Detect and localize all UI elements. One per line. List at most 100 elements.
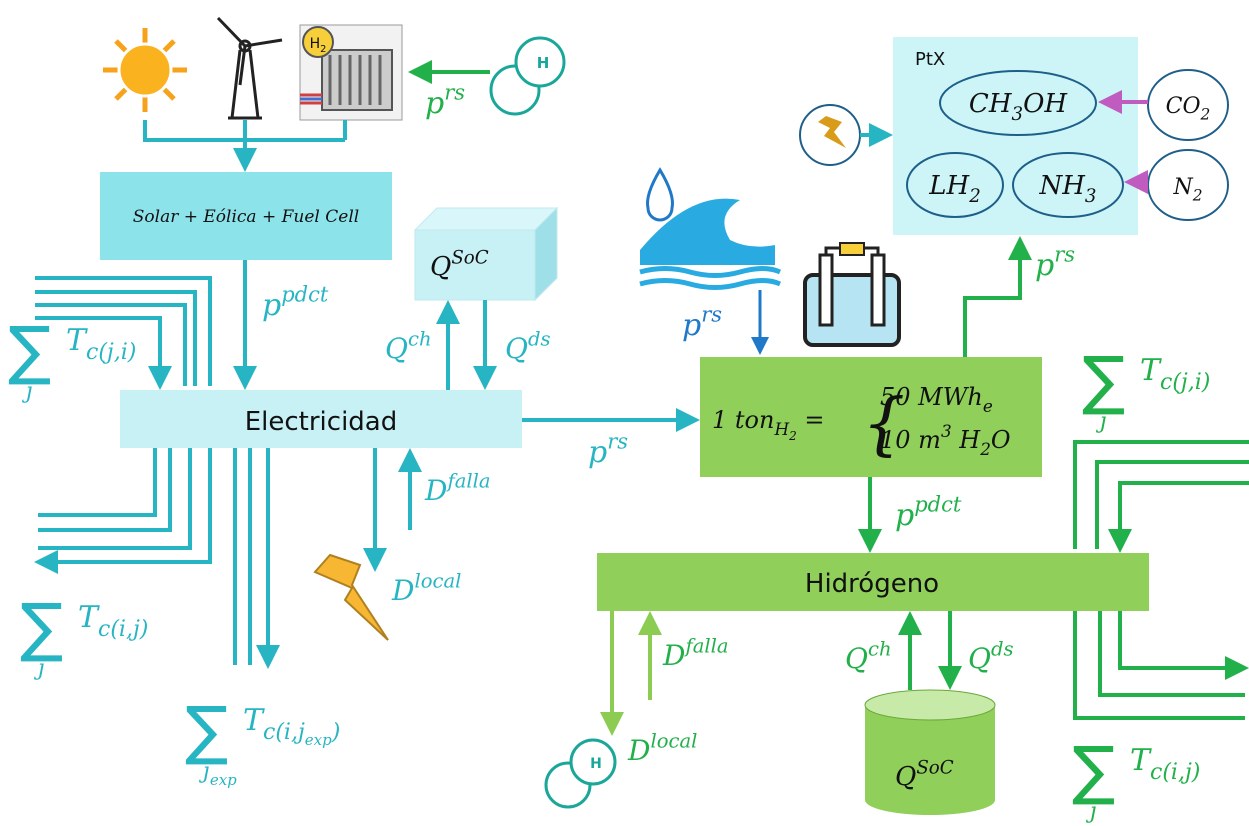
math-label: Dlocal bbox=[391, 569, 461, 607]
label-part: 50 MWh bbox=[880, 383, 983, 411]
import-arrows bbox=[1075, 442, 1249, 549]
label-part: c(i,j bbox=[263, 720, 305, 745]
label-part: p bbox=[1035, 248, 1054, 283]
label-part: exp bbox=[210, 771, 237, 789]
label-part: NH bbox=[1038, 171, 1086, 201]
lightning-icon bbox=[315, 555, 388, 640]
label: ∑ bbox=[20, 591, 63, 665]
label-part: ) bbox=[331, 720, 341, 745]
label-part: SoC bbox=[916, 757, 953, 778]
label: Hidrógeno bbox=[805, 569, 939, 599]
label-part: ch bbox=[868, 637, 892, 660]
label-part: rs bbox=[701, 303, 722, 327]
label-part: D bbox=[627, 734, 650, 767]
math-label: Qds bbox=[505, 327, 551, 365]
label-part: H bbox=[952, 426, 982, 454]
label-part: ds bbox=[528, 327, 551, 350]
label-part: pdct bbox=[914, 493, 962, 517]
label: ∑ bbox=[1072, 734, 1115, 808]
label-part: T bbox=[66, 323, 88, 358]
sum-term: Tc(j,i) bbox=[66, 323, 136, 365]
label-part: 10 m bbox=[880, 426, 941, 454]
label: PtX bbox=[915, 49, 945, 70]
label-part: 3 bbox=[1012, 104, 1024, 125]
label-part: D bbox=[424, 474, 447, 507]
electrolyzer-icon bbox=[784, 237, 920, 350]
label-part: T bbox=[1140, 353, 1162, 388]
wind-icon bbox=[218, 18, 282, 118]
label-part: 2 bbox=[1200, 106, 1211, 124]
label: ∑ bbox=[8, 314, 51, 388]
label-part: p bbox=[895, 498, 914, 533]
label-part: 2 bbox=[979, 439, 991, 459]
label-part: Q bbox=[505, 332, 528, 365]
math-label: prs bbox=[682, 303, 722, 344]
diagram: H2HHprsSolar + Eólica + Fuel CellppdctQS… bbox=[0, 0, 1249, 826]
label-part: OH bbox=[1023, 89, 1068, 119]
label: H bbox=[537, 54, 550, 72]
export-arrows bbox=[1075, 611, 1245, 718]
sum-term: Tc(j,i) bbox=[1140, 353, 1210, 395]
label-part: p bbox=[262, 288, 281, 323]
label-part: T bbox=[243, 703, 265, 738]
label-part: T bbox=[1130, 743, 1152, 778]
page: H2HHprsSolar + Eólica + Fuel CellppdctQS… bbox=[0, 0, 1249, 826]
math-label: Qch bbox=[845, 637, 892, 675]
label-part: c(j,i) bbox=[86, 340, 136, 365]
label-part: D bbox=[662, 639, 685, 672]
label-part: Q bbox=[968, 642, 991, 675]
sun-icon bbox=[103, 28, 187, 112]
storage-tank bbox=[865, 690, 995, 815]
external-export-arrows bbox=[235, 448, 268, 665]
label-part: SoC bbox=[451, 247, 488, 268]
label-part: H bbox=[310, 36, 321, 52]
label: Electricidad bbox=[245, 407, 398, 437]
import-arrows bbox=[35, 278, 210, 386]
math-label: prs bbox=[588, 430, 628, 471]
label-part: D bbox=[391, 574, 414, 607]
label-part: H bbox=[773, 419, 789, 439]
label-part: ch bbox=[408, 327, 432, 350]
label-part: c(i,j) bbox=[1150, 760, 1200, 785]
label-part: O bbox=[991, 426, 1011, 454]
label-part: Q bbox=[845, 642, 868, 675]
label-part: 2 bbox=[1192, 187, 1203, 205]
sum-term: Tc(i,j) bbox=[78, 600, 148, 642]
label-part: CO bbox=[1166, 94, 1201, 119]
math-label: Dfalla bbox=[662, 634, 729, 672]
label: ∑ bbox=[185, 694, 228, 768]
label-part: 1 ton bbox=[712, 406, 774, 434]
label-part: 2 bbox=[788, 429, 797, 443]
math-label: ppdct bbox=[895, 493, 962, 534]
water-icon bbox=[640, 170, 780, 288]
label-part: 3 bbox=[1085, 186, 1097, 207]
label-part: p bbox=[588, 435, 607, 470]
h2-molecule-icon bbox=[491, 38, 564, 114]
label-part: falla bbox=[445, 469, 490, 492]
label-part: local bbox=[414, 569, 461, 592]
math-label: Dlocal bbox=[627, 729, 697, 767]
h2-molecule-icon bbox=[546, 740, 615, 807]
label-part: falla bbox=[683, 634, 728, 657]
label-part: c(j,i) bbox=[1160, 370, 1210, 395]
label-part: Q bbox=[430, 252, 451, 282]
label-part: N bbox=[1172, 175, 1193, 200]
label-part: rs bbox=[607, 430, 628, 454]
sum-term: Tc(i,j) bbox=[1130, 743, 1200, 785]
label-part: pdct bbox=[281, 283, 329, 307]
math-label: prs bbox=[425, 81, 465, 122]
math-label: Dfalla bbox=[424, 469, 491, 507]
label-part: LH bbox=[928, 171, 970, 201]
label-part: c(i,j) bbox=[98, 617, 148, 642]
label-part: rs bbox=[444, 81, 465, 105]
label: ∑ bbox=[1082, 344, 1125, 418]
label-part: local bbox=[650, 729, 697, 752]
label-part: p bbox=[682, 308, 701, 343]
label-part: CH bbox=[969, 89, 1013, 119]
label: H bbox=[590, 756, 602, 772]
arrow bbox=[965, 240, 1020, 357]
label-part: 2 bbox=[968, 186, 981, 207]
label-part: e bbox=[983, 396, 993, 416]
arrow bbox=[145, 120, 345, 168]
export-arrows bbox=[38, 448, 210, 562]
